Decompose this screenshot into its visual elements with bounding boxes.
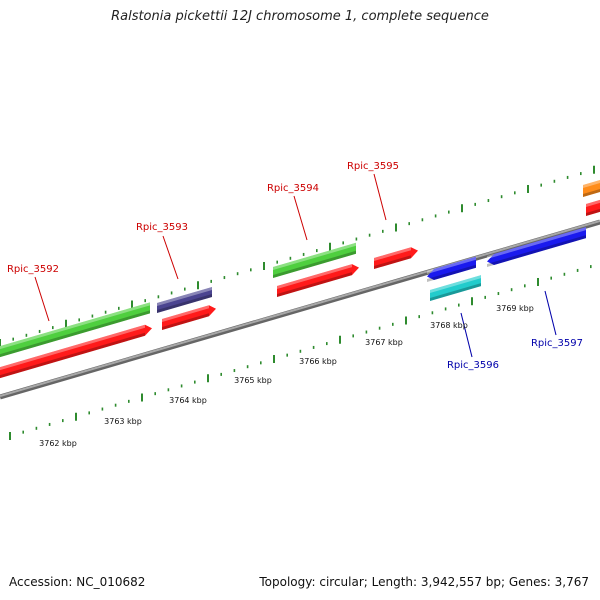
scale-label-layer: 3762 kbp 3763 kbp 3764 kbp 3765 kbp 3766 kbp… xyxy=(39,304,534,448)
scale-label: 3767 kbp xyxy=(365,338,403,347)
gene-next-red[interactable] xyxy=(586,197,600,216)
gene-label-rpic-3594[interactable]: Rpic_3594 xyxy=(267,183,319,241)
topology-summary: Topology: circular; Length: 3,942,557 bp… xyxy=(259,575,589,589)
gene-rpic-3597[interactable] xyxy=(487,227,586,267)
scale-label: 3762 kbp xyxy=(39,439,77,448)
gene-label-text: Rpic_3592 xyxy=(7,264,59,275)
lower-tick-track xyxy=(9,265,592,440)
leader-line xyxy=(34,276,50,322)
gene-rpic-3595[interactable] xyxy=(374,247,418,269)
gene-label-text: Rpic_3593 xyxy=(136,222,188,233)
gene-label-text: Rpic_3594 xyxy=(267,183,319,194)
gene-rpic-3592[interactable] xyxy=(0,302,150,360)
leader-line xyxy=(162,235,179,280)
scale-label: 3766 kbp xyxy=(299,357,337,366)
gene-rpic-3593[interactable] xyxy=(157,286,212,313)
gene-rpic-3594-cds[interactable] xyxy=(277,264,359,297)
gene-label-rpic-3595[interactable]: Rpic_3595 xyxy=(347,161,399,221)
gene-rpic-3596-rna[interactable] xyxy=(430,275,481,301)
gene-label-text: Rpic_3596 xyxy=(447,360,499,371)
gene-label-text: Rpic_3595 xyxy=(347,161,399,172)
gene-next-orange[interactable] xyxy=(583,177,600,197)
feature-track xyxy=(0,177,600,381)
gene-rpic-3593-cds[interactable] xyxy=(162,305,216,330)
scale-label: 3763 kbp xyxy=(104,417,142,426)
gene-label-rpic-3597[interactable]: Rpic_3597 xyxy=(531,290,583,349)
scale-label: 3768 kbp xyxy=(430,321,468,330)
accession-text: Accession: NC_010682 xyxy=(9,575,146,589)
gene-label-layer: Rpic_3592 Rpic_3593 Rpic_3594 Rpic_3595 Rpic… xyxy=(7,161,583,371)
scale-label: 3769 kbp xyxy=(496,304,534,313)
gene-label-text: Rpic_3597 xyxy=(531,338,583,349)
chromosome-backbone xyxy=(0,219,600,400)
map-title: Ralstonia pickettii 12J chromosome 1, co… xyxy=(111,9,489,24)
gene-rpic-3594[interactable] xyxy=(273,242,356,278)
leader-line xyxy=(373,173,387,221)
gene-label-rpic-3596[interactable]: Rpic_3596 xyxy=(447,312,499,371)
scale-label: 3765 kbp xyxy=(234,376,272,385)
gene-label-rpic-3592[interactable]: Rpic_3592 xyxy=(7,264,59,322)
leader-line xyxy=(460,312,473,358)
leader-line xyxy=(293,195,308,241)
scale-label: 3764 kbp xyxy=(169,396,207,405)
gene-rpic-3592-cds[interactable] xyxy=(0,324,152,381)
upper-tick-track xyxy=(0,165,595,347)
gene-rpic-3596[interactable] xyxy=(427,256,476,282)
gene-label-rpic-3593[interactable]: Rpic_3593 xyxy=(136,222,188,280)
leader-line xyxy=(544,290,557,336)
